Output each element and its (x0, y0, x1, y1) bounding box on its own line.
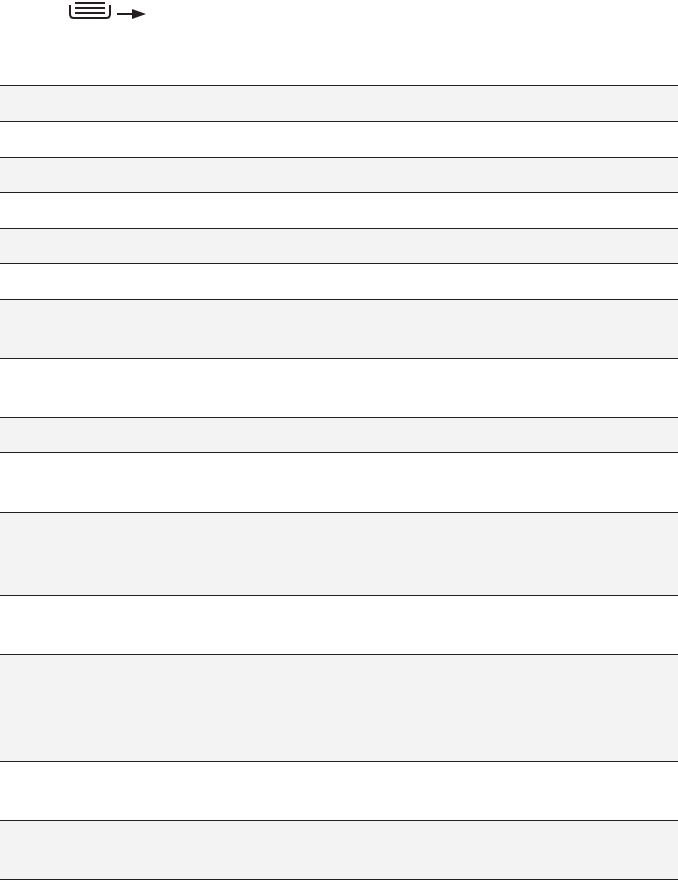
table-row (0, 453, 678, 513)
menu-tray-icon (69, 2, 111, 19)
table-row (0, 596, 678, 655)
arrow-right-icon (117, 9, 146, 19)
table-row (0, 229, 678, 264)
table-row (0, 122, 678, 158)
table-row (0, 86, 678, 122)
table-row (0, 821, 678, 880)
table-row (0, 762, 678, 821)
table-row (0, 359, 678, 418)
table-row (0, 300, 678, 359)
table-row (0, 264, 678, 300)
empty-table (0, 85, 678, 880)
table-row (0, 158, 678, 193)
table-row (0, 513, 678, 596)
header-icons (68, 0, 148, 22)
table-row (0, 655, 678, 762)
table-row (0, 193, 678, 229)
table-row (0, 418, 678, 453)
